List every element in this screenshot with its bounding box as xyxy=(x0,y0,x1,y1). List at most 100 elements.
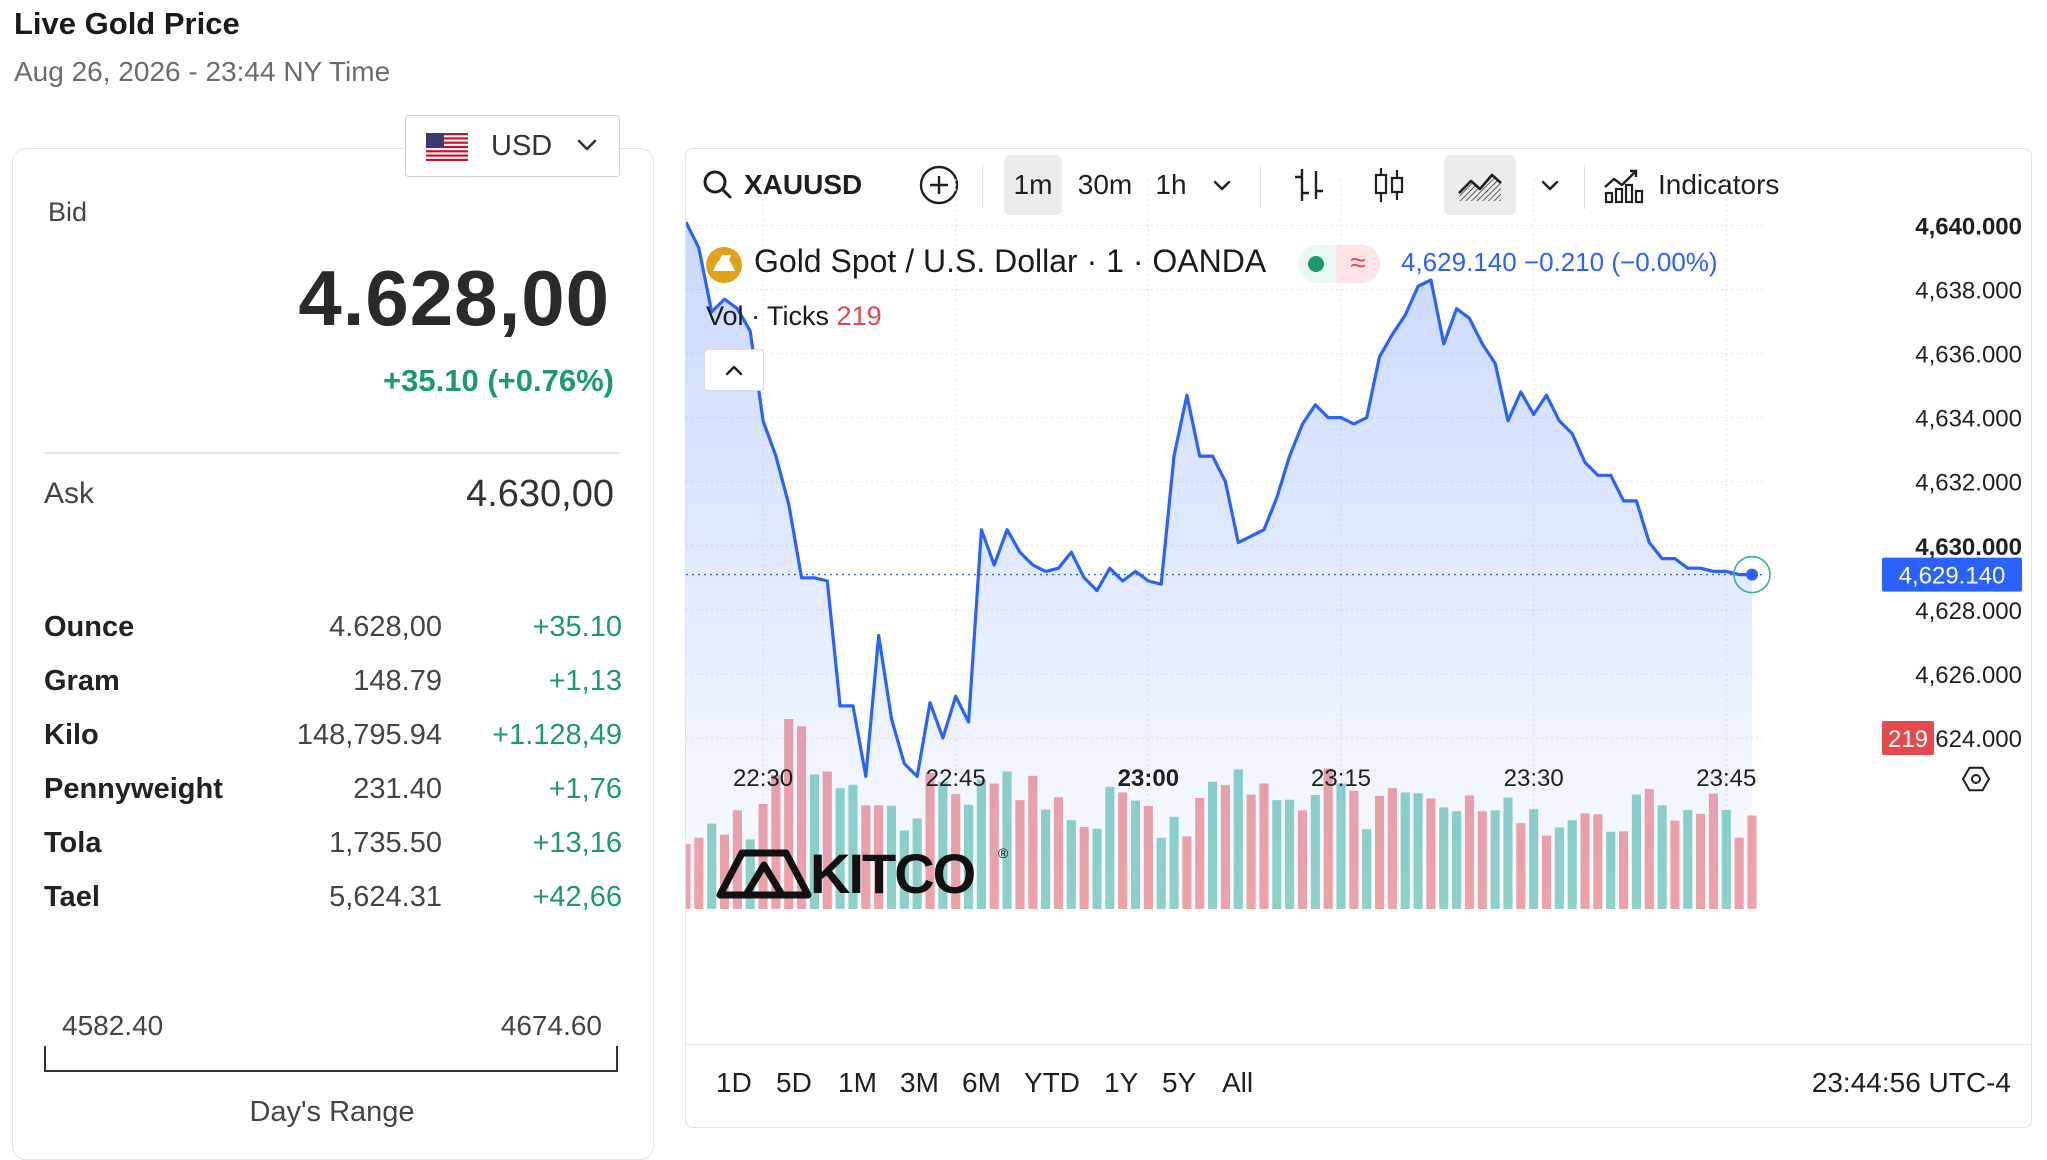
price-area xyxy=(686,222,1752,909)
range-5y[interactable]: 5Y xyxy=(1162,1067,1197,1098)
chevron-down-icon xyxy=(1213,180,1231,191)
x-tick-label: 23:15 xyxy=(1311,765,1371,792)
chart-settings-icon-center xyxy=(1971,774,1981,784)
symbol-label: XAUUSD xyxy=(744,169,863,200)
market-status-pill[interactable]: ≈ xyxy=(1298,245,1380,283)
unit-price: 5,624.31 xyxy=(329,881,442,913)
unit-price: 231.40 xyxy=(353,773,442,805)
day-range-high: 4674.60 xyxy=(500,1010,602,1041)
market-open-icon xyxy=(1308,256,1324,272)
chart-panel: XAUUSD 1m 30m 1h xyxy=(685,148,2032,1128)
unit-row-tael: Tael 5,624.31 +42,66 xyxy=(44,881,622,921)
registered-mark: ® xyxy=(998,845,1009,861)
y-tick-label: 4,634.000 xyxy=(1915,406,2022,433)
indicators-label: Indicators xyxy=(1658,169,1780,200)
toolbar-separator xyxy=(982,165,983,209)
unit-change: +13,16 xyxy=(532,827,622,859)
ask-price: 4.630,00 xyxy=(466,473,614,515)
interval-1h[interactable]: 1h xyxy=(1155,169,1187,200)
kitco-logo: KITCO ® xyxy=(716,842,1008,906)
bid-label: Bid xyxy=(48,197,88,227)
day-range-low: 4582.40 xyxy=(62,1010,164,1041)
volume-legend-value: 219 xyxy=(836,301,882,331)
x-tick-label: 22:30 xyxy=(733,765,793,792)
toolbar-separator xyxy=(1584,165,1585,209)
last-price-tag xyxy=(1882,557,2022,592)
range-5d[interactable]: 5D xyxy=(776,1067,812,1098)
unit-change: +1,76 xyxy=(548,773,622,805)
y-tick-label: 4,640.000 xyxy=(1915,213,2022,240)
interval-menu-button[interactable] xyxy=(1202,149,1242,221)
range-3m[interactable]: 3M xyxy=(900,1067,939,1098)
x-tick-label: 22:45 xyxy=(926,765,986,792)
interval-30m[interactable]: 30m xyxy=(1077,169,1133,200)
chart-settings-icon[interactable] xyxy=(1961,766,1991,792)
currency-label: USD xyxy=(491,130,553,162)
chart-clock: 23:44:56 UTC-4 xyxy=(1811,1067,2011,1098)
indicators-icon xyxy=(1604,169,1644,204)
kitco-wordmark: KITCO xyxy=(810,842,976,905)
unit-change: +1.128,49 xyxy=(492,719,622,751)
add-symbol-button[interactable] xyxy=(914,149,964,221)
gold-coin-icon xyxy=(706,247,742,283)
area-chart-icon xyxy=(1458,173,1502,201)
interval-1m[interactable]: 1m xyxy=(1004,155,1062,215)
area-chart-button[interactable] xyxy=(1444,155,1516,215)
indicators-button[interactable]: Indicators xyxy=(1602,149,1802,221)
chevron-down-icon xyxy=(577,139,597,151)
page-subtitle: Aug 26, 2026 - 23:44 NY Time xyxy=(14,56,391,87)
range-1m[interactable]: 1M xyxy=(838,1067,877,1098)
range-ytd[interactable]: YTD xyxy=(1024,1067,1080,1098)
us-flag-icon xyxy=(426,133,468,161)
unit-row-tola: Tola 1,735.50 +13,16 xyxy=(44,827,622,867)
add-symbol-icon xyxy=(919,165,959,205)
bid-change: +35.10 (+0.76%) xyxy=(383,363,614,398)
currency-select[interactable]: USD xyxy=(405,115,620,177)
volume-legend-label: Vol · Ticks xyxy=(706,301,830,331)
y-tick-label: 4,636.000 xyxy=(1915,342,2022,369)
chart-type-menu-button[interactable] xyxy=(1530,149,1570,221)
ask-label: Ask xyxy=(44,477,95,510)
y-tick-label: 4,630.000 xyxy=(1915,534,2022,561)
y-tick-label: 4,632.000 xyxy=(1915,470,2022,497)
legend-quote: 4,629.140 −0.210 (−0.00%) xyxy=(1401,247,1718,277)
unit-name: Kilo xyxy=(44,719,99,751)
price-chart[interactable]: 4,640.000 4,638.000 4,636.000 4,634.000 4,63… xyxy=(686,149,2031,1044)
chevron-down-icon xyxy=(1541,180,1559,191)
volume-legend: Vol · Ticks 219 xyxy=(706,301,882,332)
range-all[interactable]: All xyxy=(1222,1067,1254,1098)
unit-change: +35.10 xyxy=(532,611,622,643)
bar-chart-icon xyxy=(1295,169,1323,201)
delayed-data-icon: ≈ xyxy=(1336,245,1380,283)
unit-row-gram: Gram 148.79 +1,13 xyxy=(44,665,622,705)
collapse-legend-button[interactable] xyxy=(704,349,764,391)
legend-title: Gold Spot / U.S. Dollar · 1 · OANDA xyxy=(754,243,1267,279)
unit-change: +42,66 xyxy=(532,881,622,913)
range-6m[interactable]: 6M xyxy=(962,1067,1001,1098)
range-1d[interactable]: 1D xyxy=(716,1067,752,1098)
unit-price: 148.79 xyxy=(353,665,442,697)
price-card xyxy=(12,148,654,1160)
symbol-search[interactable]: XAUUSD xyxy=(698,149,888,221)
unit-name: Tola xyxy=(44,827,102,859)
y-tick-label: 4,626.000 xyxy=(1915,662,2022,689)
chart-bottom-bar: 1D 5D 1M 3M 6M YTD 1Y 5Y All 23:44:56 UT… xyxy=(686,1044,2031,1127)
candlestick-button[interactable] xyxy=(1364,149,1414,221)
chevron-up-icon xyxy=(725,365,743,376)
y-tick-label: 4,628.000 xyxy=(1915,598,2022,625)
last-price-tag-label: 4,629.140 xyxy=(1899,563,2006,590)
last-price-halo xyxy=(1733,555,1771,594)
unit-name: Pennyweight xyxy=(44,773,223,805)
divider xyxy=(44,452,620,454)
page-title: Live Gold Price xyxy=(14,6,240,41)
x-tick-label: 23:45 xyxy=(1696,765,1756,792)
unit-row-ounce: Ounce 4.628,00 +35.10 xyxy=(44,611,622,651)
unit-price: 1,735.50 xyxy=(329,827,442,859)
toolbar-separator xyxy=(1260,165,1261,209)
range-1y[interactable]: 1Y xyxy=(1104,1067,1139,1098)
last-price-marker xyxy=(1746,568,1758,581)
unit-change: +1,13 xyxy=(548,665,622,697)
bar-chart-button[interactable] xyxy=(1284,149,1334,221)
last-volume-tag xyxy=(1882,720,1934,755)
y-tick-label: 4,638.000 xyxy=(1915,277,2022,304)
